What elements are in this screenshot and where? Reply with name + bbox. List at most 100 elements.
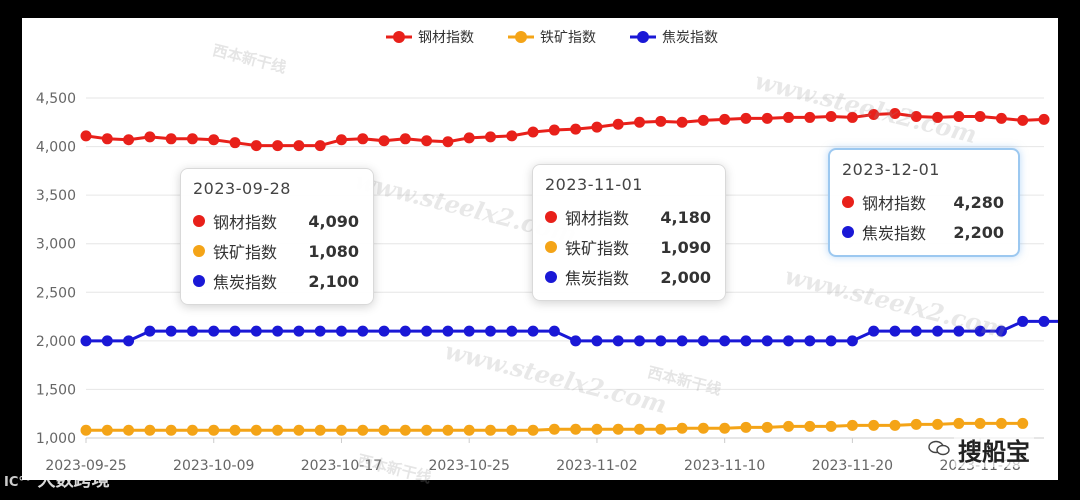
data-point xyxy=(548,423,560,435)
data-point xyxy=(463,424,475,436)
tooltip-series-name: 铁矿指数 xyxy=(565,239,630,258)
data-point xyxy=(910,418,922,430)
data-point xyxy=(527,424,539,436)
tooltip-row: 钢材指数 4,180 xyxy=(545,202,711,232)
data-point xyxy=(1017,114,1029,126)
data-point xyxy=(272,424,284,436)
series-dot-icon xyxy=(545,211,557,223)
legend-item[interactable]: 钢材指数 xyxy=(386,30,474,46)
data-point xyxy=(570,335,582,347)
data-point xyxy=(399,133,411,145)
tooltip-series-name: 焦炭指数 xyxy=(213,273,278,292)
data-point xyxy=(825,335,837,347)
y-axis-ticks: 1,000 1,500 2,000 2,500 3,000 3,500 4,000 4,500 xyxy=(36,91,76,447)
data-point xyxy=(335,325,347,337)
data-point xyxy=(229,137,241,149)
data-point xyxy=(974,110,986,122)
legend[interactable]: 钢材指数 铁矿指数 焦炭指数 xyxy=(386,30,718,46)
y-tick-label: 2,500 xyxy=(36,285,76,301)
data-point xyxy=(846,419,858,431)
data-point xyxy=(612,335,624,347)
data-point xyxy=(591,423,603,435)
data-point xyxy=(165,325,177,337)
data-point xyxy=(974,417,986,429)
series-焦炭指数 xyxy=(80,315,1058,347)
data-point xyxy=(378,325,390,337)
data-point xyxy=(655,423,667,435)
tooltip-series-name: 焦炭指数 xyxy=(862,224,927,243)
legend-dot-icon xyxy=(515,31,527,43)
data-point xyxy=(634,116,646,128)
data-point xyxy=(889,108,901,120)
tooltip-value: 1,090 xyxy=(660,237,711,257)
data-point xyxy=(910,110,922,122)
data-point xyxy=(783,420,795,432)
tooltip-row: 铁矿指数 1,090 xyxy=(545,232,711,262)
x-tick-label: 2023-11-10 xyxy=(684,458,765,474)
corner-brand-text: 大数跨境 xyxy=(37,470,110,491)
data-point xyxy=(399,424,411,436)
tooltip-2023-12-01: 2023-12-01 钢材指数 4,280 焦炭指数 2,200 xyxy=(828,148,1020,257)
data-point xyxy=(314,325,326,337)
data-point xyxy=(846,111,858,123)
chart-panel: 1,000 1,500 2,000 2,500 3,000 3,500 4,000 4,500… xyxy=(22,18,1058,487)
data-point xyxy=(186,325,198,337)
tooltip-value: 4,090 xyxy=(308,211,359,231)
data-point xyxy=(80,130,92,142)
data-point xyxy=(506,424,518,436)
data-point xyxy=(101,424,113,436)
data-point xyxy=(165,424,177,436)
data-point xyxy=(378,135,390,147)
data-point xyxy=(123,424,135,436)
data-point xyxy=(719,113,731,125)
data-point xyxy=(250,424,262,436)
tooltip-value: 4,180 xyxy=(660,207,711,227)
data-point xyxy=(634,335,646,347)
legend-item[interactable]: 焦炭指数 xyxy=(630,30,718,46)
data-point xyxy=(910,325,922,337)
data-point xyxy=(123,335,135,347)
legend-label: 钢材指数 xyxy=(418,30,474,46)
data-point xyxy=(123,134,135,146)
data-point xyxy=(399,325,411,337)
data-point xyxy=(868,109,880,121)
data-point xyxy=(804,420,816,432)
data-point xyxy=(591,121,603,133)
data-point xyxy=(889,325,901,337)
series-lines xyxy=(80,108,1058,436)
data-point xyxy=(719,422,731,434)
data-point xyxy=(570,123,582,135)
data-point xyxy=(1017,315,1029,327)
data-point xyxy=(80,424,92,436)
data-point xyxy=(421,424,433,436)
data-point xyxy=(676,116,688,128)
data-point xyxy=(250,140,262,152)
x-tick-label: 2023-10-09 xyxy=(173,458,254,474)
series-dot-icon xyxy=(193,245,205,257)
data-point xyxy=(634,423,646,435)
data-point xyxy=(144,131,156,143)
data-point xyxy=(314,424,326,436)
tooltip-row: 焦炭指数 2,100 xyxy=(193,266,359,296)
data-point xyxy=(1038,113,1050,125)
data-point xyxy=(591,335,603,347)
series-铁矿指数 xyxy=(80,417,1029,436)
legend-label: 铁矿指数 xyxy=(540,30,596,46)
y-tick-label: 4,500 xyxy=(36,91,76,107)
data-point xyxy=(655,115,667,127)
data-point xyxy=(314,140,326,152)
data-point xyxy=(953,417,965,429)
data-point xyxy=(995,325,1007,337)
series-dot-icon xyxy=(842,226,854,238)
data-point xyxy=(846,335,858,347)
legend-item[interactable]: 铁矿指数 xyxy=(508,30,596,46)
data-point xyxy=(676,422,688,434)
data-point xyxy=(740,421,752,433)
logo-icon: IC°° xyxy=(4,475,32,490)
series-line xyxy=(85,112,1045,148)
data-point xyxy=(527,126,539,138)
data-point xyxy=(804,111,816,123)
tooltip-value: 2,200 xyxy=(953,222,1004,242)
tooltip-series-name: 钢材指数 xyxy=(565,209,630,228)
data-point xyxy=(974,325,986,337)
